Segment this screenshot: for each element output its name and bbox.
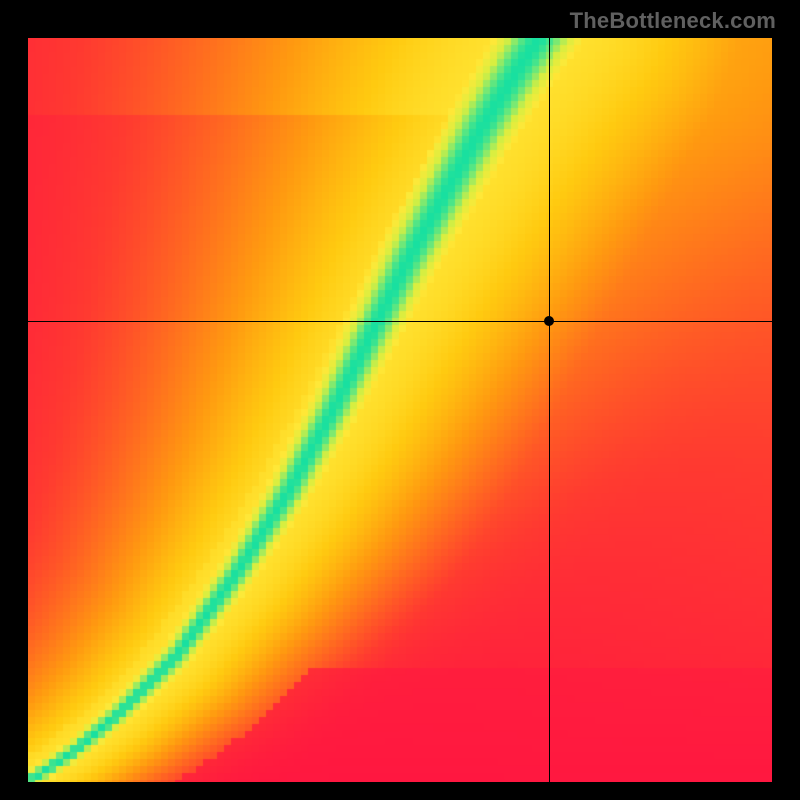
watermark-text: TheBottleneck.com — [570, 8, 776, 34]
marker-dot — [544, 316, 554, 326]
crosshair-vertical — [549, 38, 550, 782]
crosshair-horizontal — [28, 321, 772, 322]
heatmap-plot — [28, 38, 772, 782]
chart-container: TheBottleneck.com — [0, 0, 800, 800]
heatmap-canvas — [28, 38, 772, 782]
